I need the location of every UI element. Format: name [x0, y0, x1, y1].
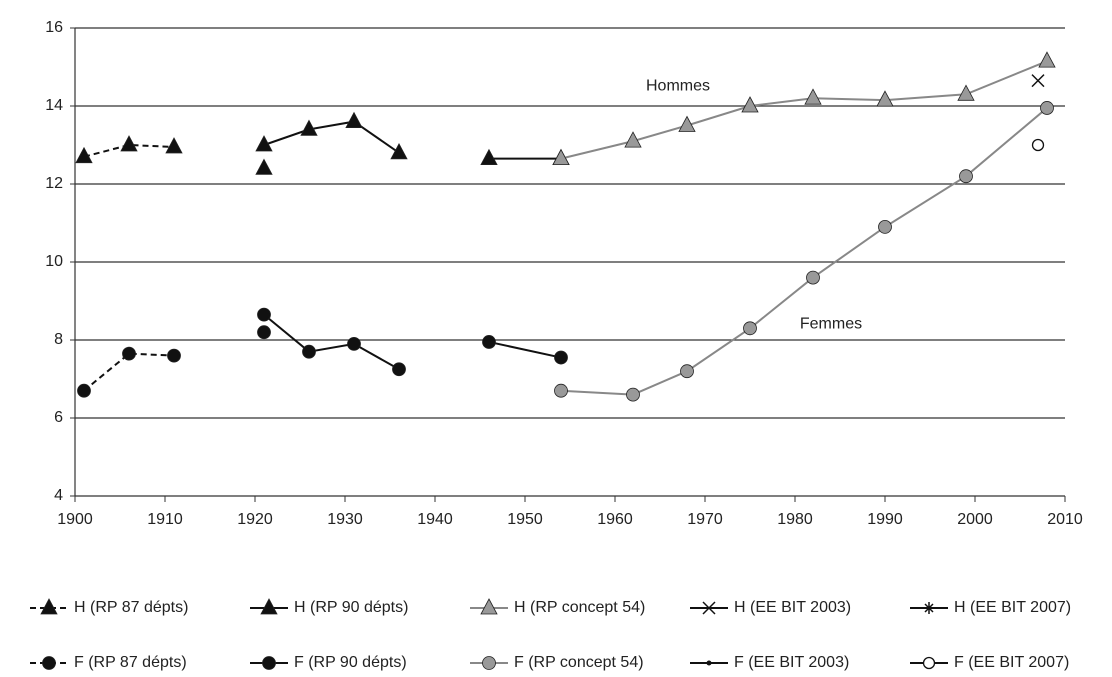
x-tick-label: 1930 [327, 511, 363, 528]
x-tick-label: 1960 [597, 511, 633, 528]
legend-marker [706, 660, 712, 666]
x-tick-label: 1950 [507, 511, 543, 528]
marker [257, 325, 271, 340]
marker [741, 96, 759, 113]
legend-label: H (EE BIT 2003) [734, 599, 851, 616]
series-line [560, 107, 1048, 396]
x-tick-label: 2010 [1047, 511, 1083, 528]
marker [257, 307, 271, 322]
annotation: Femmes [800, 316, 862, 333]
marker [554, 350, 568, 365]
series-line [560, 60, 1048, 160]
legend-label: F (RP 87 dépts) [74, 654, 187, 671]
marker [624, 131, 642, 148]
marker [75, 146, 93, 164]
legend-label: F (RP concept 54) [514, 654, 644, 671]
marker [347, 336, 361, 351]
marker [806, 270, 820, 285]
legend-marker [42, 656, 56, 670]
marker [392, 362, 406, 377]
marker [743, 321, 757, 336]
legend-marker [262, 656, 276, 670]
legend-label: H (RP concept 54) [514, 599, 645, 616]
marker [1038, 51, 1056, 68]
marker [878, 219, 892, 234]
legend-marker [260, 598, 278, 615]
y-tick-label: 16 [45, 19, 63, 36]
x-tick-label: 1970 [687, 511, 723, 528]
y-tick-label: 8 [54, 331, 63, 348]
legend-marker [922, 656, 936, 670]
legend-marker [702, 601, 716, 615]
series-line [263, 313, 562, 371]
legend-label: F (EE BIT 2003) [734, 654, 849, 671]
x-tick-label: 1990 [867, 511, 903, 528]
marker [552, 148, 570, 166]
marker [480, 148, 498, 166]
marker [680, 364, 694, 379]
marker [302, 344, 316, 359]
legend-marker [482, 656, 496, 670]
annotation: Hommes [646, 78, 710, 95]
legend-marker [40, 598, 58, 615]
marker [804, 88, 822, 105]
series-line [263, 120, 561, 160]
legend-label: H (RP 87 dépts) [74, 599, 188, 616]
marker [122, 346, 136, 361]
marker [957, 84, 975, 101]
x-tick-label: 2000 [957, 511, 993, 528]
marker [300, 119, 318, 136]
legend-label: F (RP 90 dépts) [294, 654, 407, 671]
legend-label: H (RP 90 dépts) [294, 599, 408, 616]
legend-label: H (EE BIT 2007) [954, 599, 1071, 616]
y-tick-label: 4 [54, 487, 63, 504]
marker [255, 135, 273, 152]
marker [390, 142, 408, 160]
x-tick-label: 1940 [417, 511, 453, 528]
marker [1040, 101, 1054, 115]
marker [165, 137, 183, 154]
marker [554, 383, 568, 398]
y-tick-label: 12 [45, 175, 63, 192]
marker [77, 383, 91, 398]
marker [345, 111, 363, 128]
y-tick-label: 6 [54, 409, 63, 426]
marker [167, 348, 181, 363]
x-tick-label: 1920 [237, 511, 273, 528]
y-tick-label: 14 [45, 97, 63, 114]
y-tick-label: 10 [45, 253, 63, 270]
marker [626, 387, 640, 402]
marker [255, 158, 273, 175]
legend-marker [480, 598, 498, 615]
marker [876, 90, 894, 107]
marker [120, 135, 138, 152]
marker [482, 335, 496, 349]
x-tick-label: 1980 [777, 511, 813, 528]
marker [1031, 74, 1045, 88]
legend-marker [923, 602, 935, 614]
marker [1031, 138, 1045, 152]
marker [678, 115, 696, 132]
x-tick-label: 1910 [147, 511, 183, 528]
marker [959, 169, 973, 184]
legend-label: F (EE BIT 2007) [954, 654, 1069, 671]
x-tick-label: 1900 [57, 511, 93, 528]
